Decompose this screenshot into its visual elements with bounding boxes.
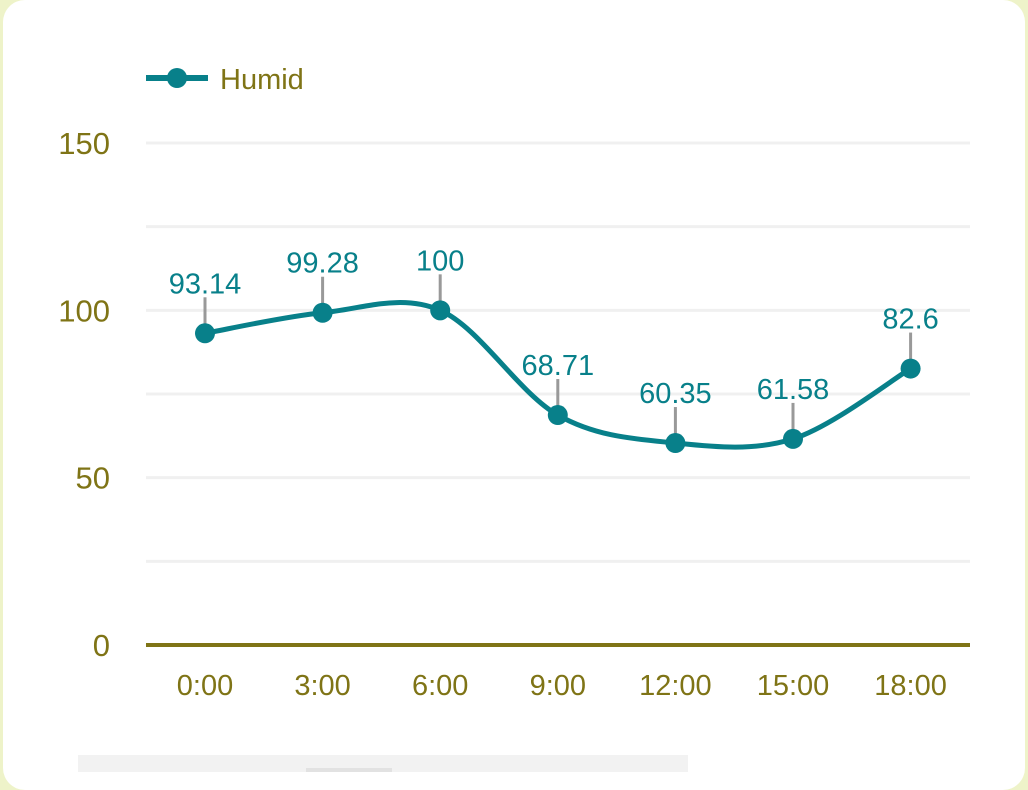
x-tick-label: 18:00 [874,670,947,702]
data-points [195,300,921,454]
data-label: 99.28 [286,248,359,280]
x-axis-labels: 0:00 3:00 6:00 9:00 12:00 15:00 18:00 [177,670,947,702]
data-label: 68.71 [522,350,595,382]
x-tick-label: 3:00 [294,670,350,702]
data-point[interactable] [430,300,451,321]
y-tick-label: 0 [93,628,110,663]
humidity-line-chart: 0 50 100 150 0:00 3:00 6:00 9:00 12:00 15:00 18:0… [58,64,970,702]
data-label: 93.14 [169,268,242,300]
x-tick-label: 9:00 [530,670,586,702]
data-label: 61.58 [757,374,830,406]
legend[interactable]: Humid [146,64,304,96]
legend-marker-icon [167,68,187,88]
legend-label-humid: Humid [220,64,304,96]
data-point[interactable] [900,358,921,379]
x-tick-label: 6:00 [412,670,468,702]
y-axis-labels: 0 50 100 150 [58,126,110,663]
x-tick-label: 12:00 [639,670,712,702]
data-point[interactable] [312,302,333,323]
data-point[interactable] [665,433,686,454]
data-point[interactable] [547,405,568,426]
scrollbar-thumb[interactable] [306,768,392,772]
y-tick-label: 150 [58,126,110,161]
data-label: 100 [416,245,464,277]
data-labels: 93.14 99.28 100 68.71 60.35 61.58 82.6 [169,245,939,410]
x-tick-label: 0:00 [177,670,233,702]
x-tick-label: 15:00 [757,670,830,702]
y-tick-label: 100 [58,293,110,328]
data-label: 60.35 [639,378,712,410]
data-point[interactable] [195,323,215,344]
data-label: 82.6 [882,304,938,336]
y-tick-label: 50 [76,461,110,496]
data-point[interactable] [783,428,803,449]
horizontal-scrollbar[interactable] [78,755,688,772]
